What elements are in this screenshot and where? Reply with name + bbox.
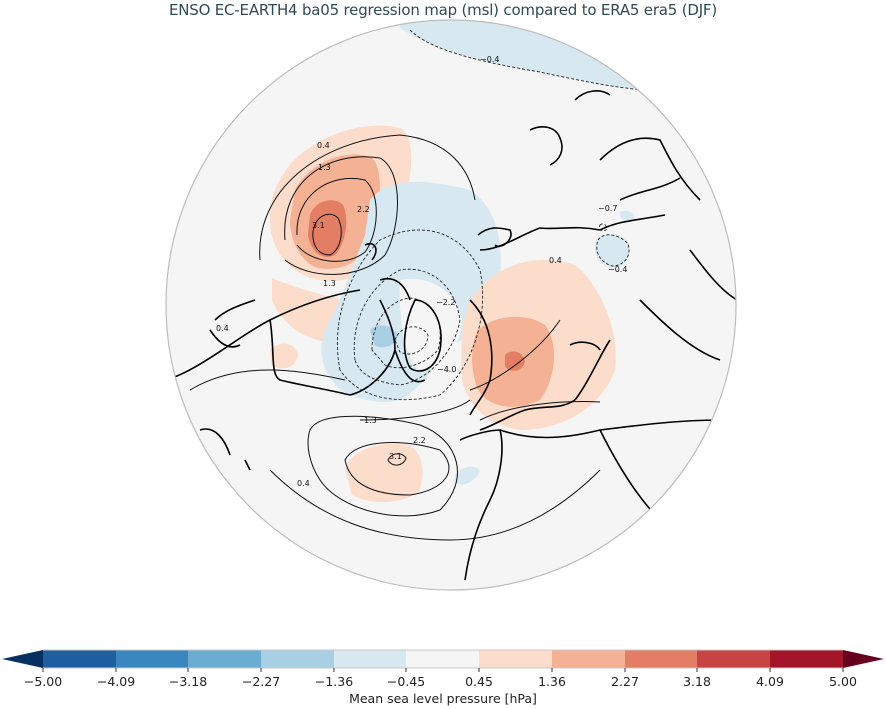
svg-text:1.3: 1.3 (318, 163, 331, 172)
colorbar-seg-10 (770, 650, 843, 668)
colorbar-tick: 1.36 (538, 674, 566, 689)
svg-text:−0.7: −0.7 (598, 204, 617, 213)
colorbar-tick: −0.45 (386, 674, 426, 689)
svg-text:0.4: 0.4 (297, 479, 310, 488)
colorbar-tick: −2.27 (241, 674, 281, 689)
colorbar-seg-7 (552, 650, 625, 668)
svg-text:−0.4: −0.4 (480, 55, 499, 64)
colorbar-seg-4 (334, 650, 407, 668)
colorbar-label: Mean sea level pressure [hPa] (349, 691, 537, 706)
neg-fill-siberia (594, 234, 630, 268)
polar-map: 0.4 1.3 2.2 3.1 1.3 0.4 −2.2 −4.0 1.3 2.… (165, 19, 737, 591)
colorbar-tick: 5.00 (829, 674, 857, 689)
svg-text:0.4: 0.4 (317, 141, 330, 150)
colorbar-tick: −3.18 (168, 674, 208, 689)
colorbar (2, 649, 884, 672)
colorbar-seg-0 (43, 650, 116, 668)
colorbar-extend-high (843, 650, 884, 668)
colorbar-tick: −5.00 (23, 674, 63, 689)
colorbar-extend-low (2, 650, 43, 668)
svg-text:0.4: 0.4 (549, 256, 562, 265)
svg-text:2.2: 2.2 (357, 205, 370, 214)
svg-text:−4.0: −4.0 (437, 365, 456, 374)
colorbar-tick: 0.45 (465, 674, 493, 689)
chart-title: ENSO EC-EARTH4 ba05 regression map (msl)… (168, 1, 717, 19)
colorbar-seg-1 (116, 650, 189, 668)
map-field (166, 20, 736, 590)
neg-fill-arctic-hudson (370, 325, 398, 348)
svg-text:1.3: 1.3 (364, 416, 377, 425)
colorbar-tick: 2.27 (611, 674, 639, 689)
map-boundary (165, 19, 737, 591)
colorbar-seg-2 (188, 650, 261, 668)
colorbar-tick: 3.18 (683, 674, 711, 689)
pos-fill-atlantic (345, 443, 423, 503)
svg-text:2.2: 2.2 (413, 436, 426, 445)
colorbar-seg-9 (697, 650, 770, 668)
colorbar-seg-5 (406, 650, 479, 668)
contour-lines (189, 134, 601, 541)
colorbar-tick: −4.09 (96, 674, 136, 689)
svg-text:3.1: 3.1 (312, 221, 325, 230)
contour-labels: 0.4 1.3 2.2 3.1 1.3 0.4 −2.2 −4.0 1.3 2.… (216, 55, 627, 488)
colorbar-seg-3 (261, 650, 334, 668)
colorbar-tick: 4.09 (756, 674, 784, 689)
svg-text:0.4: 0.4 (216, 324, 229, 333)
colorbar-seg-8 (625, 650, 698, 668)
svg-text:−2.2: −2.2 (436, 298, 455, 307)
colorbar-tick: −1.36 (314, 674, 354, 689)
colorbar-seg-6 (479, 650, 552, 668)
svg-text:3.1: 3.1 (389, 452, 402, 461)
svg-text:−0.4: −0.4 (608, 265, 627, 274)
pos-fill-pacific-core (308, 200, 347, 258)
pos-fill-eurasia-core (505, 351, 525, 371)
svg-text:1.3: 1.3 (323, 279, 336, 288)
